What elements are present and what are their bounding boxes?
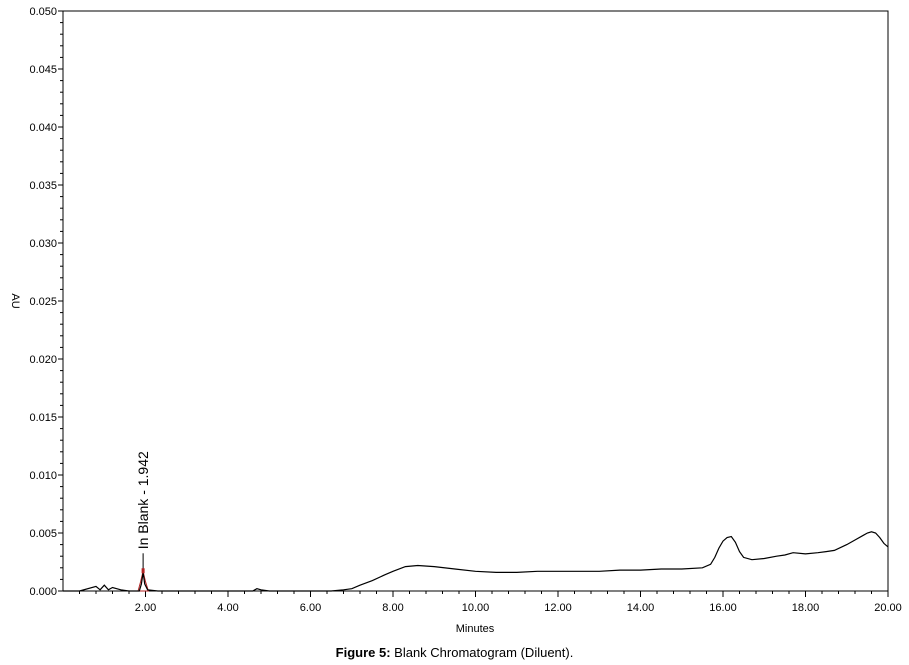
- peak-apex-marker: [141, 568, 145, 574]
- series-layer: [63, 531, 889, 592]
- x-tick-label: 18.00: [792, 602, 820, 614]
- y-tick-label: 0.005: [29, 528, 57, 540]
- x-tick-label: 16.00: [709, 602, 737, 614]
- caption-label: Figure 5:: [335, 645, 391, 660]
- x-tick-label: 2.00: [135, 602, 156, 614]
- y-tick-label: 0.050: [29, 6, 57, 18]
- y-tick-label: 0.045: [29, 64, 57, 76]
- x-tick-label: 6.00: [300, 602, 321, 614]
- plot-background: [62, 10, 889, 592]
- integrated-peak-area: [137, 571, 150, 592]
- annotation-layer: In Blank - 1.942: [135, 451, 151, 574]
- x-tick-label: 12.00: [544, 602, 572, 614]
- x-tick-label: 14.00: [627, 602, 655, 614]
- y-axis-ticks: 0.000 0.005 0.010 0.015 0.020 0.025 0.030 0.035…: [29, 6, 63, 598]
- x-tick-label: 10.00: [462, 602, 490, 614]
- y-tick-label: 0.030: [29, 238, 57, 250]
- y-tick-label: 0.020: [29, 354, 57, 366]
- y-tick-label: 0.010: [29, 470, 57, 482]
- y-tick-label: 0.015: [29, 412, 57, 424]
- peak-annotation-label: In Blank - 1.942: [135, 451, 151, 549]
- y-tick-label: 0.000: [29, 586, 57, 598]
- x-tick-label: 4.00: [217, 602, 238, 614]
- x-axis-label: Minutes: [456, 623, 495, 635]
- chromatogram-chart: 0.000 0.005 0.010 0.015 0.020 0.025 0.030 0.035…: [9, 6, 902, 635]
- x-axis-ticks: 2.00 4.00 6.00 8.00 10.00 12.00 14.00 16.00 18.0…: [79, 591, 902, 614]
- chromatogram-trace: [63, 531, 889, 592]
- x-tick-label: 20.00: [874, 602, 902, 614]
- y-tick-label: 0.040: [29, 122, 57, 134]
- caption-text: Blank Chromatogram (Diluent).: [390, 645, 574, 660]
- figure-caption: Figure 5: Blank Chromatogram (Diluent).: [0, 645, 909, 660]
- y-axis-label: AU: [9, 293, 21, 308]
- y-tick-label: 0.035: [29, 180, 57, 192]
- x-tick-label: 8.00: [382, 602, 403, 614]
- y-tick-label: 0.025: [29, 296, 57, 308]
